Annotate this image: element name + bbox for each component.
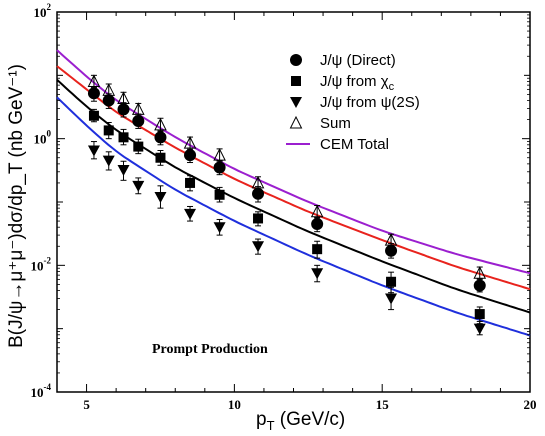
point-chic <box>103 125 114 136</box>
point-direct <box>184 149 197 162</box>
y-axis-title: B(J/ψ→μ⁺μ⁻)dσ/dp_T (nb GeV⁻¹) <box>6 64 27 348</box>
point-psi2s <box>87 145 100 157</box>
legend-label-cem_total: CEM Total <box>320 136 389 153</box>
point-psi2s <box>184 208 197 220</box>
legend-label-sum: Sum <box>320 115 351 132</box>
point-direct <box>87 87 100 100</box>
point-sum <box>473 266 487 279</box>
x-tick-label: 20 <box>524 397 537 412</box>
point-chic <box>253 213 264 224</box>
point-psi2s <box>385 293 398 305</box>
point-direct <box>213 161 226 174</box>
point-psi2s <box>213 222 226 234</box>
point-chic <box>88 110 99 121</box>
legend-swatch-direct <box>290 54 302 66</box>
legend-label-main: J/ψ (Direct) <box>320 52 396 69</box>
legend-swatch-chic <box>291 76 301 86</box>
y-tick-label: 10-2 <box>31 255 52 273</box>
point-sum <box>183 136 197 149</box>
y-tick-exponent: -2 <box>44 255 52 265</box>
y-tick-label: 10-4 <box>31 382 52 400</box>
legend-swatch-psi2s <box>290 97 302 108</box>
y-tick-base: 10 <box>34 5 47 20</box>
point-chic <box>133 141 144 152</box>
point-direct <box>154 131 167 144</box>
point-chic <box>214 189 225 200</box>
series-direct <box>87 86 486 293</box>
point-direct <box>102 94 115 107</box>
point-sum <box>102 83 116 96</box>
y-tick-exponent: -4 <box>44 382 52 392</box>
point-psi2s <box>117 165 130 177</box>
y-tick-label: 100 <box>34 129 52 147</box>
point-sum <box>213 147 226 161</box>
legend-item-cem_total: CEM Total <box>286 136 389 153</box>
point-psi2s <box>473 323 486 335</box>
point-sum <box>87 74 101 87</box>
x-axis-title-rest: (GeV/c) <box>275 409 346 430</box>
legend-label-sub: c <box>389 81 395 93</box>
series-psi2s <box>87 141 486 336</box>
point-direct <box>311 217 324 230</box>
x-axis-title-sub: T <box>267 418 275 433</box>
point-psi2s <box>132 180 145 192</box>
x-tick-label: 5 <box>83 397 90 412</box>
point-psi2s <box>252 241 265 253</box>
curve-cem_blue <box>56 96 531 337</box>
legend-label-main: Sum <box>320 115 351 132</box>
legend-item-psi2s: J/ψ from ψ(2S) <box>290 94 420 111</box>
y-tick-label: 102 <box>34 2 52 20</box>
series-sum <box>87 74 487 280</box>
legend-label-main: CEM Total <box>320 136 389 153</box>
legend-label-main: J/ψ from ψ(2S) <box>320 94 420 111</box>
y-tick-base: 10 <box>31 385 44 400</box>
plot-frame <box>56 11 531 393</box>
point-sum <box>251 175 265 189</box>
point-chic <box>118 132 129 143</box>
point-sum <box>310 204 324 218</box>
point-direct <box>117 103 130 116</box>
curve-cem_total <box>56 49 531 275</box>
x-tick-label: 15 <box>376 397 390 412</box>
point-psi2s <box>311 268 324 280</box>
point-direct <box>385 244 398 257</box>
x-tick-label: 10 <box>228 397 241 412</box>
series-chic <box>88 108 485 325</box>
point-sum <box>384 233 398 246</box>
legend: J/ψ (Direct) J/ψ from χcJ/ψ from ψ(2S) Sum… <box>286 52 420 153</box>
point-chic <box>155 152 166 163</box>
y-tick-base: 10 <box>31 258 44 273</box>
point-chic <box>312 244 323 255</box>
legend-label-direct: J/ψ (Direct) <box>320 52 396 69</box>
legend-item-direct: J/ψ (Direct) <box>290 52 396 69</box>
y-tick-exponent: 0 <box>47 129 52 139</box>
point-sum <box>117 91 130 105</box>
point-psi2s <box>154 191 167 203</box>
point-chic <box>474 309 485 320</box>
legend-label-psi2s: J/ψ from ψ(2S) <box>320 94 420 111</box>
point-sum <box>154 117 167 131</box>
point-direct <box>252 187 265 200</box>
x-axis-title-main: p <box>256 409 267 430</box>
point-chic <box>386 276 397 287</box>
point-chic <box>185 177 196 188</box>
plot-frame-layer <box>56 11 531 393</box>
point-layer <box>87 74 487 336</box>
y-tick-exponent: 2 <box>47 2 52 12</box>
point-direct <box>473 279 486 292</box>
legend-label-main: J/ψ from χ <box>320 73 389 90</box>
legend-label-chic: J/ψ from χc <box>320 73 395 93</box>
legend-item-chic: J/ψ from χc <box>291 73 395 93</box>
point-direct <box>132 115 145 128</box>
x-axis-title: pT (GeV/c) <box>256 409 345 433</box>
y-tick-base: 10 <box>34 132 47 147</box>
legend-swatch-sum <box>289 115 303 129</box>
curve-layer <box>56 49 531 337</box>
point-sum <box>131 102 145 115</box>
point-psi2s <box>102 155 115 167</box>
annotation-prompt-production: Prompt Production <box>152 342 268 357</box>
legend-item-sum: Sum <box>289 115 351 132</box>
